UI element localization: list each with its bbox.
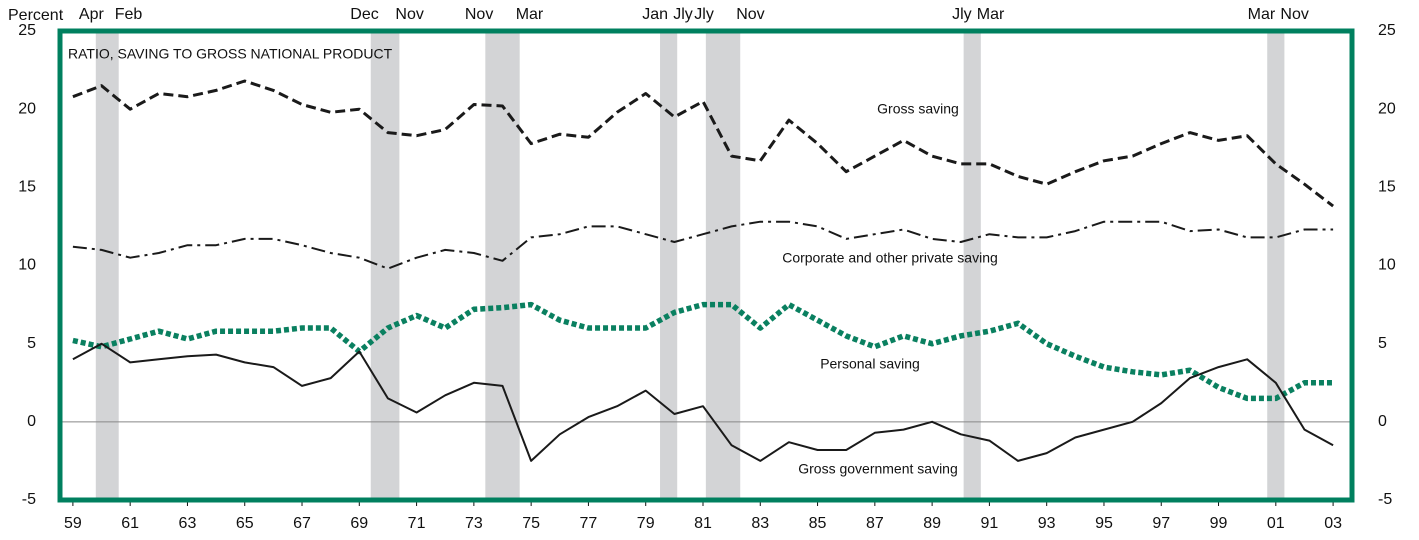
y2-tick-label: 10	[1378, 257, 1396, 274]
recession-band	[95, 31, 119, 500]
recession-band	[705, 31, 741, 500]
x-tick-label: 01	[1267, 515, 1285, 532]
y-tick-label: -5	[22, 491, 36, 508]
y2-tick-label: 5	[1378, 335, 1387, 352]
x-tick-label: 95	[1095, 515, 1113, 532]
recession-band	[660, 31, 678, 500]
series-label: Gross saving	[877, 101, 959, 117]
y2-tick-label: 15	[1378, 179, 1396, 196]
x-tick-label: 89	[923, 515, 941, 532]
x-tick-label: 87	[866, 515, 884, 532]
y-tick-label: 20	[18, 100, 36, 117]
x-tick-label: 73	[465, 515, 483, 532]
series-line	[72, 79, 1335, 208]
x-tick-label: 77	[580, 515, 598, 532]
y-axis-label: Percent	[8, 7, 64, 24]
recession-band	[963, 31, 981, 500]
recession-end-label: Mar	[516, 6, 544, 23]
series-label: Gross government saving	[798, 461, 958, 477]
series-label: Corporate and other private saving	[782, 250, 998, 266]
y2-tick-label: 20	[1378, 100, 1396, 117]
series-line	[72, 301, 1334, 402]
y-tick-label: 0	[27, 413, 36, 430]
recession-start-label: Dec	[350, 6, 378, 23]
x-tick-label: 85	[809, 515, 827, 532]
series-line	[72, 220, 1334, 270]
recession-band	[1267, 31, 1285, 500]
x-tick-label: 61	[121, 515, 139, 532]
y-tick-label: 5	[27, 335, 36, 352]
x-tick-label: 75	[522, 515, 540, 532]
y-tick-label: 25	[18, 22, 36, 39]
recession-end-label: Nov	[1280, 6, 1308, 23]
y-tick-label: 15	[18, 179, 36, 196]
x-tick-label: 59	[64, 515, 82, 532]
recession-end-label: Nov	[395, 6, 423, 23]
recession-end-label: Nov	[736, 6, 764, 23]
series-label: Personal saving	[820, 356, 920, 372]
recession-start-label: Apr	[79, 6, 105, 23]
recession-end-label: Jly	[673, 6, 693, 23]
recession-start-label: Jly	[952, 6, 972, 23]
x-tick-label: 63	[179, 515, 197, 532]
x-tick-label: 79	[637, 515, 655, 532]
series-line	[72, 342, 1334, 462]
x-tick-label: 67	[293, 515, 311, 532]
recession-start-label: Mar	[1248, 6, 1276, 23]
x-tick-label: 03	[1324, 515, 1342, 532]
recession-start-label: Jan	[642, 6, 668, 23]
x-tick-label: 99	[1210, 515, 1228, 532]
y2-tick-label: 25	[1378, 22, 1396, 39]
chart-title: RATIO, SAVING TO GROSS NATIONAL PRODUCT	[68, 46, 393, 62]
x-tick-label: 71	[408, 515, 426, 532]
y2-tick-label: 0	[1378, 413, 1387, 430]
y2-tick-label: -5	[1378, 491, 1392, 508]
recession-band	[485, 31, 520, 500]
recession-end-label: Mar	[977, 6, 1005, 23]
x-tick-label: 69	[350, 515, 368, 532]
y-tick-label: 10	[18, 257, 36, 274]
plot-frame	[57, 28, 1355, 503]
recession-start-label: Jly	[694, 6, 714, 23]
x-tick-label: 91	[981, 515, 999, 532]
x-tick-label: 65	[236, 515, 254, 532]
x-tick-label: 81	[694, 515, 712, 532]
recession-start-label: Nov	[465, 6, 493, 23]
x-tick-label: 83	[751, 515, 769, 532]
x-tick-label: 97	[1152, 515, 1170, 532]
recession-end-label: Feb	[115, 6, 143, 23]
x-tick-label: 93	[1038, 515, 1056, 532]
